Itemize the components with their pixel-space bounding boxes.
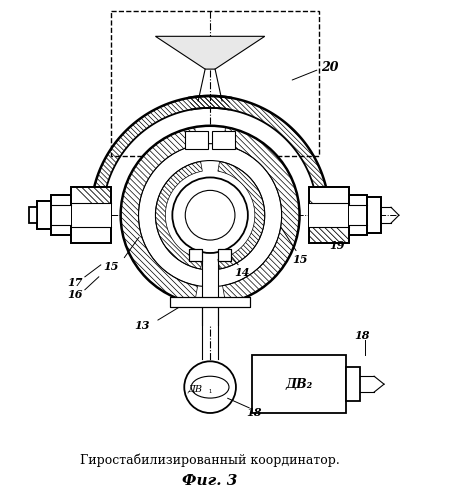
Bar	[111, 12, 320, 156]
Circle shape	[184, 362, 236, 413]
Text: 20: 20	[321, 60, 339, 74]
Polygon shape	[170, 296, 250, 306]
Bar	[310, 204, 349, 227]
Polygon shape	[212, 130, 235, 148]
Bar	[346, 368, 360, 401]
Circle shape	[185, 190, 235, 240]
Text: 13: 13	[135, 320, 150, 331]
Text: 19: 19	[330, 240, 345, 250]
Circle shape	[138, 144, 281, 287]
Bar	[349, 206, 367, 225]
Circle shape	[121, 126, 300, 304]
Polygon shape	[189, 249, 202, 261]
Polygon shape	[51, 196, 71, 235]
Polygon shape	[310, 188, 349, 243]
Text: 15: 15	[103, 262, 118, 272]
Polygon shape	[155, 36, 265, 69]
Text: 14: 14	[234, 268, 250, 278]
Text: ДВ₂: ДВ₂	[286, 378, 313, 390]
Polygon shape	[185, 130, 208, 148]
Bar	[252, 356, 346, 413]
Polygon shape	[71, 188, 111, 243]
Text: 17: 17	[67, 278, 83, 288]
Text: 18: 18	[246, 406, 262, 418]
Text: Гиростабилизированный координатор.: Гиростабилизированный координатор.	[80, 454, 340, 468]
Text: ДВ: ДВ	[187, 384, 202, 394]
Polygon shape	[367, 198, 381, 233]
Polygon shape	[218, 249, 231, 261]
Ellipse shape	[191, 376, 229, 398]
Text: 16: 16	[67, 289, 83, 300]
Polygon shape	[37, 202, 51, 229]
Text: 18: 18	[355, 330, 370, 341]
Text: Фиг. 3: Фиг. 3	[183, 474, 238, 488]
Bar	[29, 208, 37, 223]
Bar	[71, 204, 111, 227]
Circle shape	[155, 160, 265, 270]
Text: ₁: ₁	[208, 387, 212, 395]
Circle shape	[173, 178, 248, 253]
Bar	[202, 261, 218, 324]
Bar	[51, 206, 71, 225]
Text: 15: 15	[292, 254, 307, 266]
Polygon shape	[349, 196, 367, 235]
